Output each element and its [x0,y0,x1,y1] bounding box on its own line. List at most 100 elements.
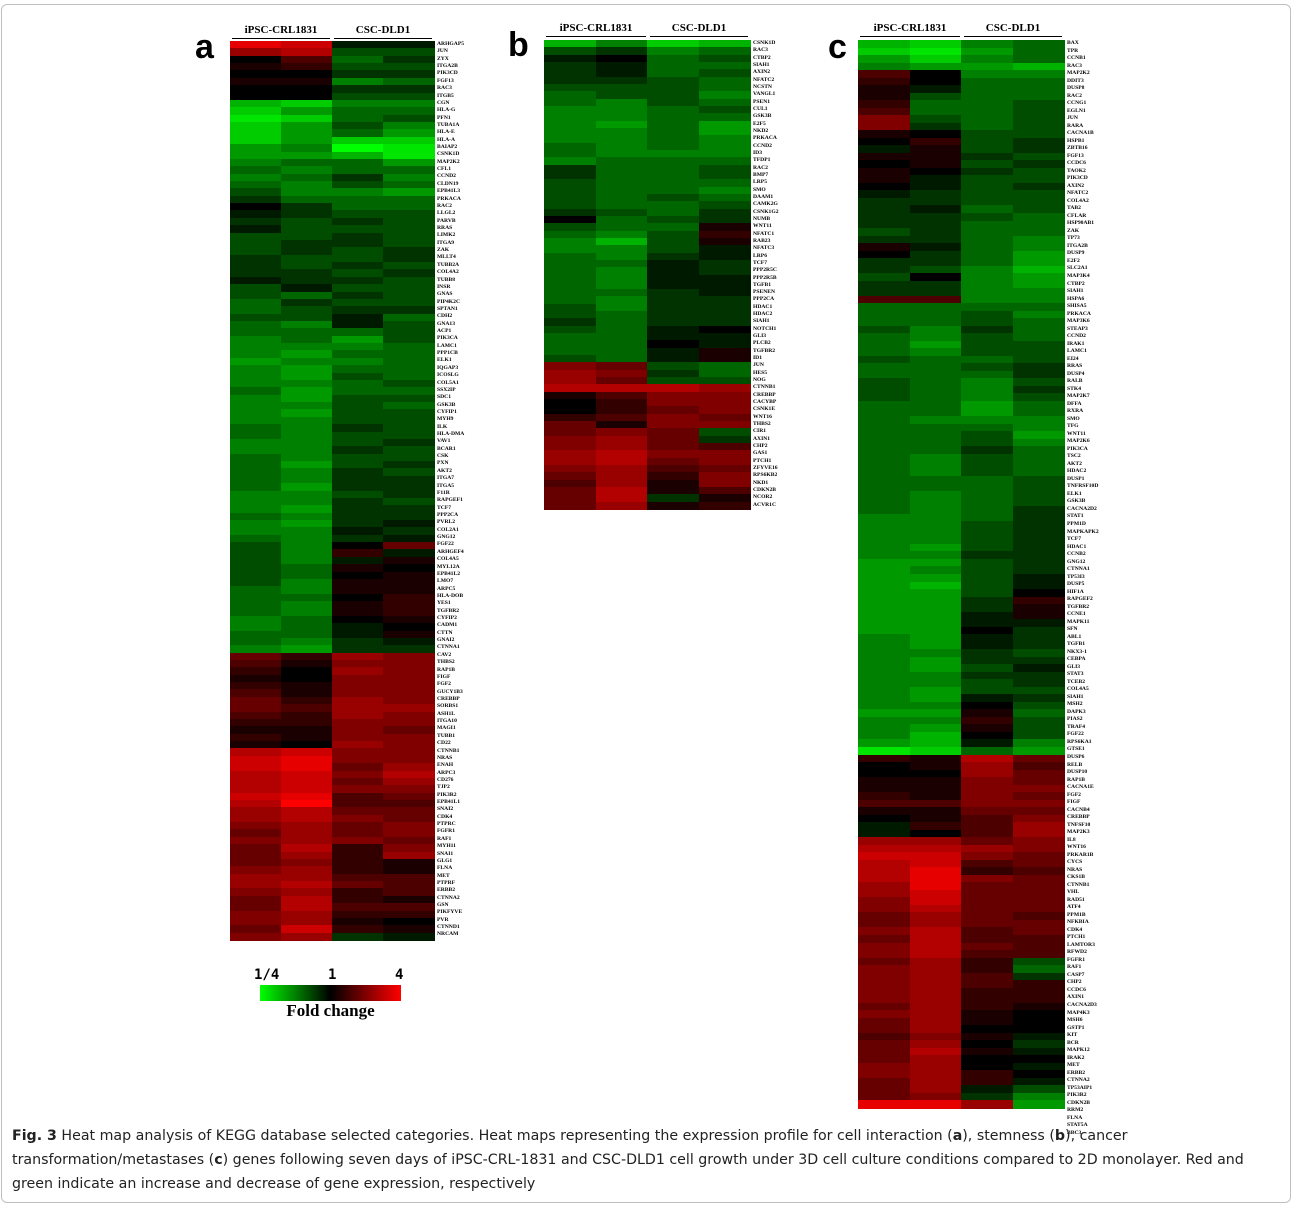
heatmap-c-cell [858,1055,911,1064]
heatmap-c-cell [858,566,911,575]
heatmap-c-cell [858,498,911,507]
gene-label-c: RAC2 [1067,92,1082,99]
heatmap-c-cell [909,611,962,620]
heatmap-a-cell [230,785,282,794]
heatmap-c-cell [858,731,911,741]
heatmap-a-cell [230,682,282,691]
heatmap-c-cell [858,280,911,289]
heatmap-c-cell [858,62,911,71]
heatmap-c-cell [858,972,911,981]
gene-label-a: HLA-A [437,136,456,143]
heatmap-c-cell [1012,1077,1065,1087]
gene-label-c: LAMC1 [1067,348,1087,355]
heatmap-a-cell [281,549,333,558]
gene-label-b: RAC3 [753,47,768,54]
legend-title: Fold change [286,1001,375,1020]
heatmap-a-cell [332,372,384,381]
heatmap-c-cell [858,686,911,695]
gene-label-c: SMO [1067,415,1080,422]
heatmap-a-cell [383,203,435,212]
heatmap-c-cell [961,867,1014,876]
heatmap-a-cell [230,144,282,153]
heatmap-b-cell [595,215,648,224]
gene-label-c: STAT3 [1067,671,1084,678]
heatmap-a-cell [332,181,384,189]
heatmap-c-cell [961,280,1014,289]
heatmap-b-cell [595,98,648,107]
heatmap-c-cell [961,1055,1014,1064]
heatmap-c-cell [961,731,1014,741]
heatmap-a-cell [332,461,384,469]
heatmap-c-cell [1012,47,1065,56]
gene-label-c: DUSP10 [1067,769,1088,776]
heatmap-a-cell [383,542,435,551]
heatmap-b-cell [595,347,648,356]
heatmap-a-cell [383,321,435,329]
heatmap-a-cell [230,446,282,455]
heatmap-c-cell [961,980,1014,989]
heatmap-c-cell [1012,897,1065,906]
heatmap-c-cell [909,987,962,996]
gene-label-a: CD22 [437,740,451,747]
heatmap-c-cell [961,363,1014,372]
figure-caption: Fig. 3 Heat map analysis of KEGG databas… [12,1124,1280,1196]
heatmap-c-cell [858,521,911,530]
gene-label-a: SPTAN1 [437,305,458,312]
heatmap-b-cell [647,413,700,422]
heatmap-a-cell [383,748,435,757]
heatmap-b-cell [544,333,597,342]
gene-label-c: MAP2K7 [1067,393,1090,400]
heatmap-a-cell [383,682,435,691]
heatmap-c [858,40,1065,1109]
heatmap-c-cell [909,446,962,455]
heatmap-c-cell [909,694,962,703]
heatmap-a-cell [230,615,282,624]
gene-label-b: E2F5 [753,120,766,127]
heatmap-a-cell [332,807,384,816]
heatmap-a-cell [230,262,282,271]
heatmap-a-cell [332,122,384,131]
gene-label-c: DUSP6 [1067,753,1085,760]
heatmap-c-cell [1012,716,1065,725]
panel-a-group-label-right: CSC-DLD1 [355,24,411,36]
heatmap-b-cell [647,435,700,444]
heatmap-c-cell [961,273,1014,282]
gene-label-a: THBS2 [437,659,455,666]
heatmap-a-cell [383,365,435,374]
heatmap-a-cell [281,416,333,425]
heatmap-b-cell [647,76,700,85]
heatmap-c-cell [961,1032,1014,1041]
heatmap-c-cell [961,476,1014,485]
heatmap-a-cell [281,682,333,691]
heatmap-a-cell [230,814,282,823]
heatmap-c-cell [858,491,911,500]
heatmap-b-cell [544,91,597,100]
gene-labels-c: BAX TPR CCNB1 RAC3 MAP2K2 DDIT3 DUSP8 RAC2 CCNG1… [1067,40,1127,1137]
heatmap-a-cell [383,593,435,602]
heatmap-b-cell [647,355,700,364]
gene-label-c: CCDC6 [1067,160,1086,167]
heatmap-b-cell [595,157,648,166]
heatmap-c-cell [1012,889,1065,898]
heatmap-c-cell [1012,942,1065,951]
heatmap-c-cell [858,769,911,778]
heatmap-c-cell [858,551,911,560]
heatmap-b-cell [595,252,648,261]
heatmap-c-cell [961,506,1014,515]
heatmap-c-cell [1012,243,1065,252]
gene-label-b: CSNK1G2 [753,208,779,215]
heatmap-b-cell [647,362,700,371]
heatmap-b-cell [544,391,597,400]
heatmap-c-cell [858,378,911,387]
heatmap-c-cell [961,303,1014,312]
gene-label-c: MAP3K6 [1067,318,1090,325]
gene-label-c: DDIT3 [1067,77,1084,84]
heatmap-c-cell [1012,634,1065,643]
gene-label-a: BCAR1 [437,445,456,452]
heatmap-a-cell [332,733,384,742]
heatmap-c-cell [909,709,962,718]
heatmap-b-cell [698,333,751,342]
heatmap-b-cell [595,333,648,342]
heatmap-c-cell [1012,205,1065,214]
heatmap-a-cell [332,689,384,698]
